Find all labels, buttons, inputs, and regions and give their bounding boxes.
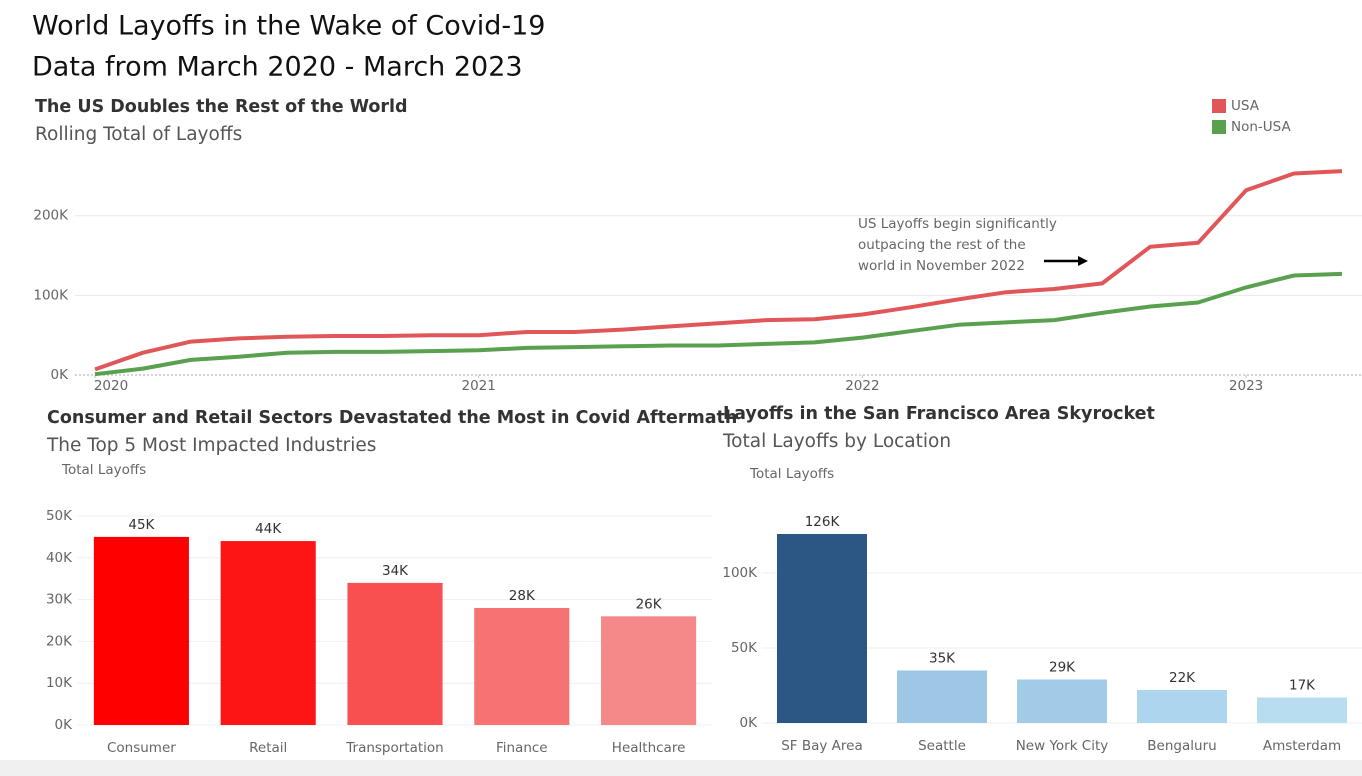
x-tick-label: Seattle: [918, 738, 966, 754]
legend-label: Non-USA: [1231, 119, 1291, 135]
y-tick-label: 10K: [46, 675, 73, 691]
bar: [601, 616, 697, 725]
chart-subtitle: Rolling Total of Layoffs: [35, 124, 242, 145]
x-tick-label: Retail: [249, 740, 287, 756]
line-series: [94, 271, 1343, 377]
bar: [93, 536, 189, 725]
y-tick-label: 0K: [51, 367, 70, 383]
x-tick-label: Consumer: [107, 740, 176, 756]
value-label: 34K: [382, 563, 409, 579]
x-tick-label: Healthcare: [612, 740, 686, 756]
x-tick-label: SF Bay Area: [781, 738, 863, 754]
value-label: 26K: [636, 596, 663, 612]
chart-subtitle: Total Layoffs by Location: [722, 431, 951, 452]
y-tick-label: 50K: [46, 508, 73, 524]
chart-title: Consumer and Retail Sectors Devastated t…: [47, 408, 737, 428]
chart-subtitle: The Top 5 Most Impacted Industries: [46, 435, 376, 456]
x-tick-label: 2021: [462, 378, 496, 394]
bar: [777, 534, 867, 723]
axis-title: Total Layoffs: [749, 466, 834, 482]
annotation: world in November 2022: [858, 258, 1025, 274]
value-label: 35K: [929, 651, 956, 667]
footer-strip: [0, 760, 1362, 776]
bar: [1137, 690, 1227, 723]
y-tick-label: 20K: [46, 633, 73, 649]
chart-title: Layoffs in the San Francisco Area Skyroc…: [723, 404, 1155, 424]
y-tick-label: 40K: [46, 550, 73, 566]
bar: [1017, 679, 1107, 723]
value-label: 45K: [128, 517, 155, 533]
legend-swatch: [1212, 120, 1226, 134]
y-tick-label: 30K: [46, 592, 73, 608]
dashboard-title: Data from March 2020 - March 2023: [32, 52, 523, 83]
annotation: US Layoffs begin significantly: [858, 216, 1057, 232]
value-label: 126K: [805, 514, 841, 530]
bar: [220, 541, 316, 725]
dashboard-title: World Layoffs in the Wake of Covid-19: [32, 11, 545, 42]
x-tick-label: New York City: [1016, 738, 1109, 754]
bar: [474, 607, 570, 725]
bar: [1257, 697, 1347, 723]
value-label: 17K: [1289, 678, 1316, 694]
legend-label: USA: [1231, 98, 1260, 114]
line-series: [94, 169, 1343, 372]
y-tick-label: 200K: [33, 208, 69, 224]
x-tick-label: 2022: [845, 378, 879, 394]
x-tick-label: Transportation: [345, 740, 443, 756]
axis-title: Total Layoffs: [61, 462, 146, 478]
annotation-arrow-head: [1078, 256, 1088, 266]
value-label: 44K: [255, 521, 282, 537]
x-tick-label: Amsterdam: [1263, 738, 1341, 754]
y-tick-label: 100K: [33, 287, 69, 303]
annotation: outpacing the rest of the: [858, 237, 1026, 253]
y-tick-label: 0K: [55, 717, 74, 733]
y-tick-label: 50K: [731, 640, 758, 656]
x-tick-label: 2020: [94, 378, 128, 394]
chart-title: The US Doubles the Rest of the World: [35, 97, 408, 117]
x-tick-label: Bengaluru: [1147, 738, 1216, 754]
bar: [897, 670, 987, 723]
bar: [347, 582, 443, 725]
x-tick-label: 2023: [1229, 378, 1263, 394]
y-tick-label: 0K: [740, 715, 759, 731]
value-label: 22K: [1169, 670, 1196, 686]
value-label: 29K: [1049, 660, 1076, 676]
legend-swatch: [1212, 99, 1226, 113]
y-tick-label: 100K: [722, 565, 758, 581]
value-label: 28K: [509, 588, 536, 604]
x-tick-label: Finance: [496, 740, 548, 756]
